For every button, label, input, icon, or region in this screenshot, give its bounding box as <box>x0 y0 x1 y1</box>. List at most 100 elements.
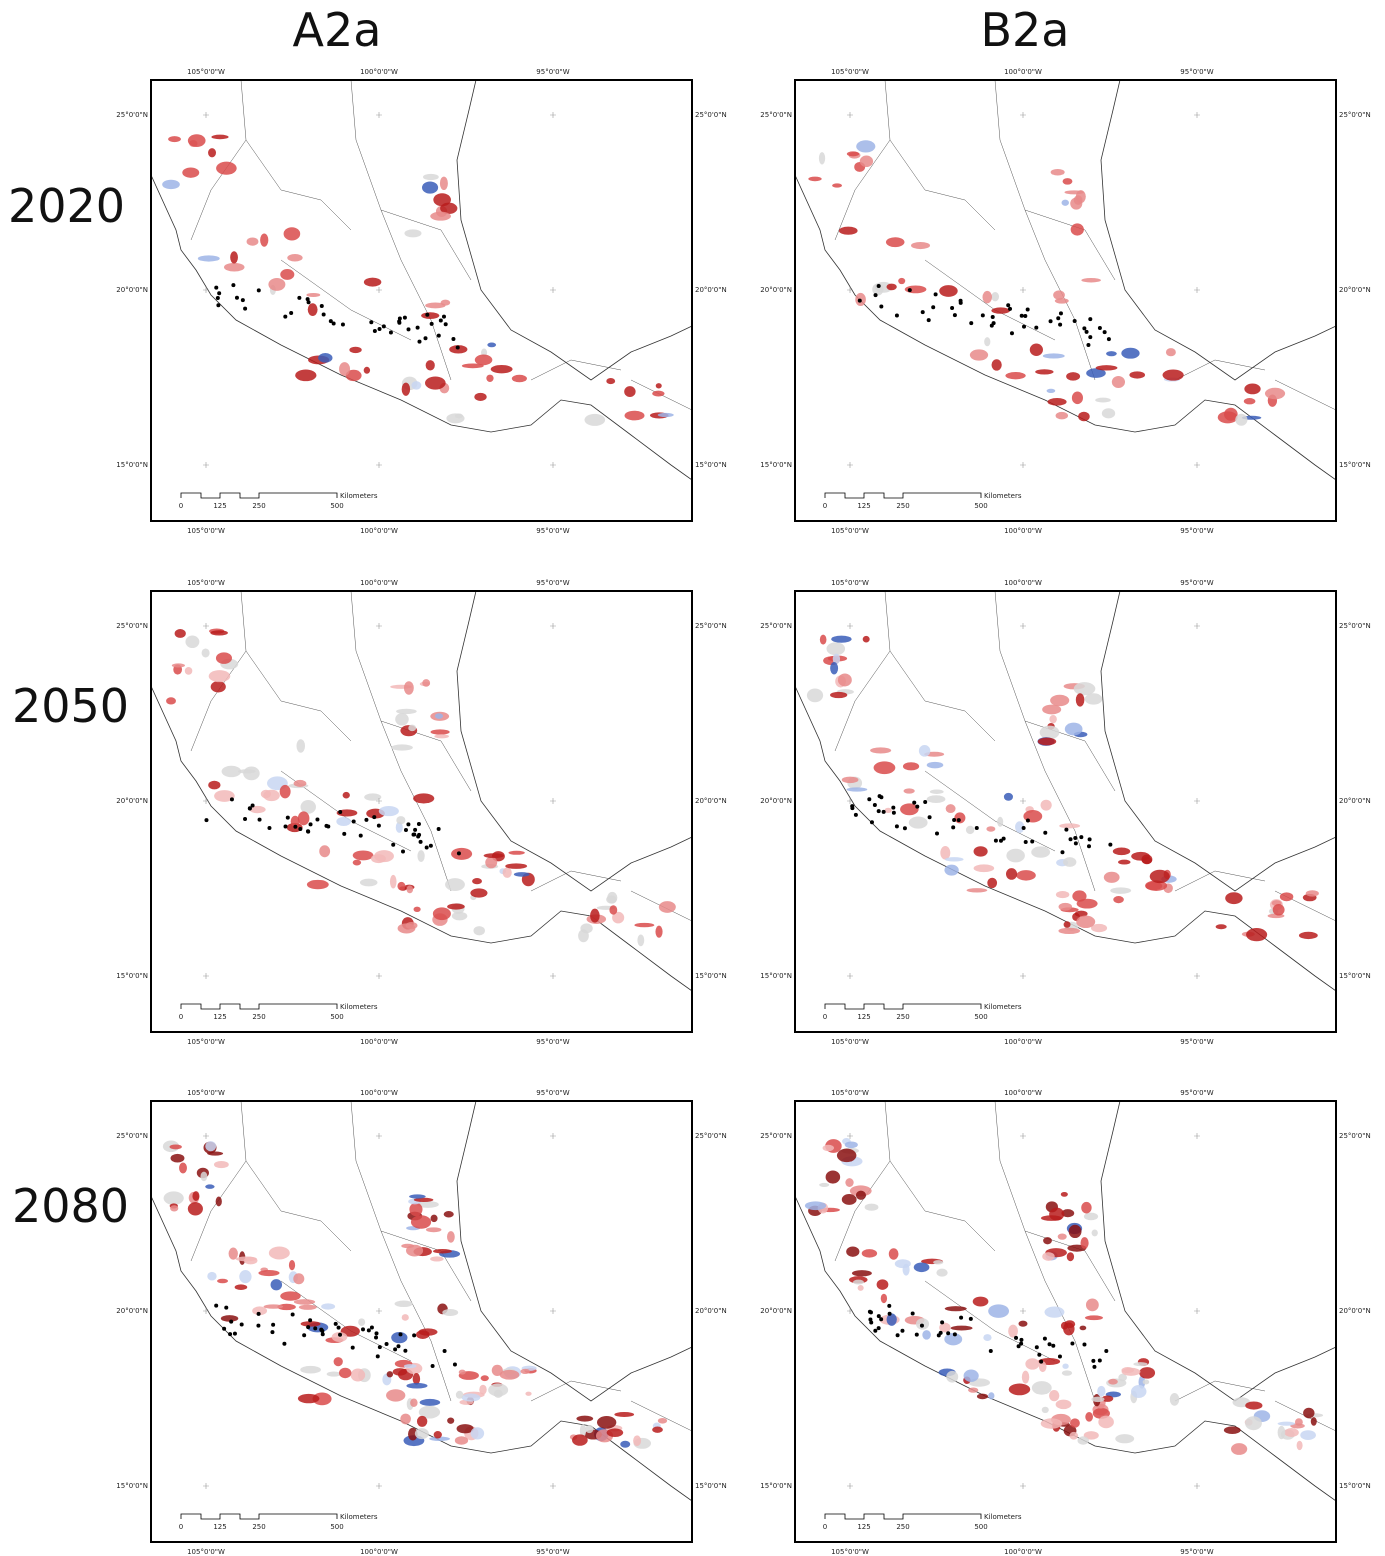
lat-label: 25°0'0"N <box>760 622 792 630</box>
habitat-patch <box>470 888 488 898</box>
occurrence-point <box>425 312 430 317</box>
lat-label: 15°0'0"N <box>116 972 148 980</box>
habitat-patch <box>1006 848 1025 863</box>
habitat-patch <box>606 378 616 385</box>
habitat-patch <box>447 1417 455 1424</box>
occurrence-point <box>418 839 423 844</box>
habitat-patch <box>283 227 301 241</box>
row-title: 2020 <box>8 179 125 233</box>
occurrence-point <box>1025 818 1030 823</box>
graticule-cross <box>847 623 853 629</box>
habitat-patch <box>374 850 394 863</box>
occurrence-point <box>372 815 377 820</box>
habitat-patch <box>606 1428 624 1437</box>
habitat-patch <box>511 374 527 383</box>
occurrence-point <box>998 838 1003 843</box>
habitat-patch <box>279 784 291 799</box>
state-border <box>834 139 891 241</box>
graticule-cross <box>376 462 382 468</box>
habitat-patch <box>637 934 645 947</box>
habitat-patch <box>944 864 959 876</box>
occurrence-point <box>1025 307 1030 312</box>
occurrence-point <box>423 336 428 341</box>
habitat-patch <box>425 302 446 309</box>
occurrence-point <box>358 833 363 838</box>
habitat-patch <box>1162 369 1184 381</box>
habitat-patch <box>945 804 956 814</box>
graticule-cross <box>203 1308 209 1314</box>
habitat-patch <box>652 1426 663 1433</box>
occurrence-point <box>239 1322 244 1327</box>
occurrence-point <box>364 817 369 822</box>
scale-bar <box>824 1513 982 1520</box>
habitat-patch <box>584 413 606 426</box>
occurrence-point <box>1057 1354 1062 1359</box>
habitat-patch <box>211 134 229 140</box>
scale-bar <box>180 1003 338 1010</box>
habitat-patch <box>1037 737 1057 746</box>
habitat-patch <box>944 857 964 862</box>
habitat-patch <box>217 1278 229 1284</box>
column-title: A2a <box>293 3 382 57</box>
habitat-patch <box>1063 857 1077 867</box>
state-border <box>884 1100 996 1252</box>
occurrence-point <box>429 321 434 326</box>
occurrence-point <box>1072 318 1077 323</box>
habitat-patch <box>940 845 951 860</box>
state-border <box>1044 770 1096 892</box>
habitat-patch <box>972 1296 989 1307</box>
occurrence-point <box>927 815 932 820</box>
habitat-patch <box>1300 1430 1316 1440</box>
habitat-patch <box>268 277 286 291</box>
occurrence-point <box>247 806 252 811</box>
occurrence-point <box>298 827 303 832</box>
habitat-patch <box>1062 178 1073 185</box>
habitat-patch <box>1264 387 1286 400</box>
scale-label: 0 <box>179 1013 183 1021</box>
lon-label: 95°0'0"W <box>536 1089 569 1097</box>
state-border <box>1274 379 1337 411</box>
occurrence-point <box>1082 326 1087 331</box>
occurrence-point <box>1051 1343 1056 1348</box>
habitat-patch <box>1112 847 1131 856</box>
land <box>150 590 693 992</box>
habitat-patch <box>872 283 884 296</box>
habitat-patch <box>391 1332 408 1344</box>
habitat-patch <box>288 1260 296 1271</box>
scale-bar <box>824 1003 982 1010</box>
occurrence-point <box>1104 1349 1109 1354</box>
habitat-patch <box>576 1415 594 1422</box>
habitat-patch <box>1049 1390 1060 1402</box>
graticule-cross <box>1020 798 1026 804</box>
graticule-cross <box>847 462 853 468</box>
occurrence-point <box>1023 840 1028 845</box>
habitat-patch <box>200 1171 208 1182</box>
habitat-patch <box>293 1273 305 1285</box>
lat-label: 20°0'0"N <box>760 286 792 294</box>
habitat-patch <box>1095 365 1118 371</box>
state-border <box>924 770 1056 852</box>
habitat-patch <box>991 292 1000 302</box>
habitat-patch <box>987 877 998 889</box>
habitat-patch <box>1106 351 1117 357</box>
occurrence-point <box>993 838 998 843</box>
graticule-cross <box>550 462 556 468</box>
habitat-patch <box>1063 921 1071 928</box>
lon-label: 105°0'0"W <box>187 1038 225 1046</box>
habitat-patch <box>418 1405 441 1419</box>
occurrence-point <box>1088 335 1093 340</box>
occurrence-point <box>331 321 336 326</box>
graticule-cross <box>847 1133 853 1139</box>
habitat-patch <box>963 1369 979 1382</box>
occurrence-point <box>952 313 957 318</box>
habitat-patch <box>270 1279 283 1291</box>
habitat-patch <box>1039 725 1060 740</box>
habitat-patch <box>419 1398 441 1406</box>
habitat-patch <box>1076 915 1096 929</box>
habitat-patch <box>433 1430 442 1439</box>
occurrence-point <box>256 1311 261 1316</box>
occurrence-point <box>894 313 899 318</box>
occurrence-point <box>293 824 298 829</box>
occurrence-point <box>873 293 878 298</box>
occurrence-point <box>361 1327 366 1332</box>
